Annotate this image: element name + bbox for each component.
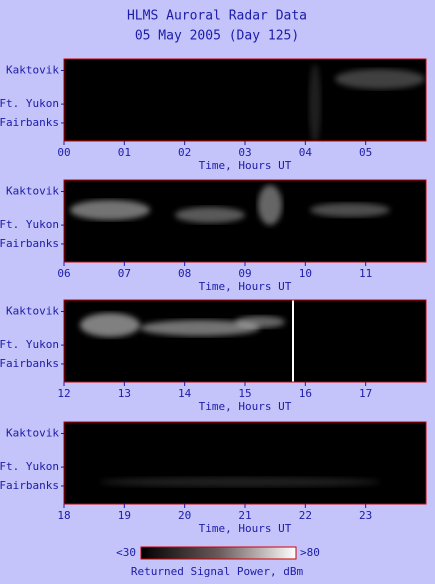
station-label: Kaktovik [6, 426, 59, 439]
station-label: Kaktovik [6, 184, 59, 197]
x-axis-label: Time, Hours UT [199, 522, 292, 535]
x-tick-label: 22 [299, 509, 312, 522]
x-tick-label: 04 [299, 146, 313, 159]
station-label: Fairbanks [0, 116, 59, 129]
colorbar [140, 546, 297, 560]
signal-texture [335, 69, 425, 89]
chart-subtitle: 05 May 2005 (Day 125) [135, 29, 299, 44]
signal-texture [140, 320, 260, 336]
chart-title: HLMS Auroral Radar Data [127, 9, 307, 24]
panel-background [64, 300, 426, 382]
x-tick-label: 08 [178, 267, 191, 280]
signal-texture [175, 207, 245, 223]
station-label: Ft. Yukon [0, 338, 59, 351]
signal-texture [310, 203, 390, 217]
x-tick-label: 02 [178, 146, 191, 159]
signal-texture [100, 477, 380, 487]
x-tick-label: 15 [238, 387, 251, 400]
signal-texture [258, 185, 282, 225]
station-label: Fairbanks [0, 479, 59, 492]
station-label: Fairbanks [0, 357, 59, 370]
x-tick-label: 07 [118, 267, 131, 280]
station-label: Kaktovik [6, 63, 59, 76]
x-tick-label: 13 [118, 387, 131, 400]
x-tick-label: 17 [359, 387, 372, 400]
x-tick-label: 14 [178, 387, 192, 400]
x-axis-label: Time, Hours UT [199, 400, 292, 413]
station-label: Fairbanks [0, 237, 59, 250]
panel-background [64, 422, 426, 504]
x-tick-label: 11 [359, 267, 372, 280]
signal-texture [235, 316, 285, 328]
colorbar-max: >80 [300, 546, 320, 559]
station-label: Ft. Yukon [0, 218, 59, 231]
x-tick-label: 19 [118, 509, 131, 522]
signal-texture [80, 313, 140, 337]
x-tick-label: 10 [299, 267, 312, 280]
x-axis-label: Time, Hours UT [199, 280, 292, 293]
x-tick-label: 18 [57, 509, 70, 522]
x-tick-label: 00 [57, 146, 70, 159]
station-label: Ft. Yukon [0, 460, 59, 473]
x-axis-label: Time, Hours UT [199, 159, 292, 172]
x-tick-label: 21 [238, 509, 251, 522]
x-tick-label: 12 [57, 387, 70, 400]
x-tick-label: 16 [299, 387, 312, 400]
station-label: Ft. Yukon [0, 97, 59, 110]
signal-texture [70, 200, 150, 220]
station-label: Kaktovik [6, 304, 59, 317]
x-tick-label: 09 [238, 267, 251, 280]
x-tick-label: 05 [359, 146, 372, 159]
x-tick-label: 06 [57, 267, 70, 280]
x-tick-label: 20 [178, 509, 191, 522]
x-tick-label: 03 [238, 146, 251, 159]
x-tick-label: 01 [118, 146, 131, 159]
panel-background [64, 180, 426, 262]
colorbar-min: <30 [116, 546, 136, 559]
signal-texture [309, 64, 321, 144]
colorbar-label: Returned Signal Power, dBm [131, 565, 304, 578]
x-tick-label: 23 [359, 509, 372, 522]
